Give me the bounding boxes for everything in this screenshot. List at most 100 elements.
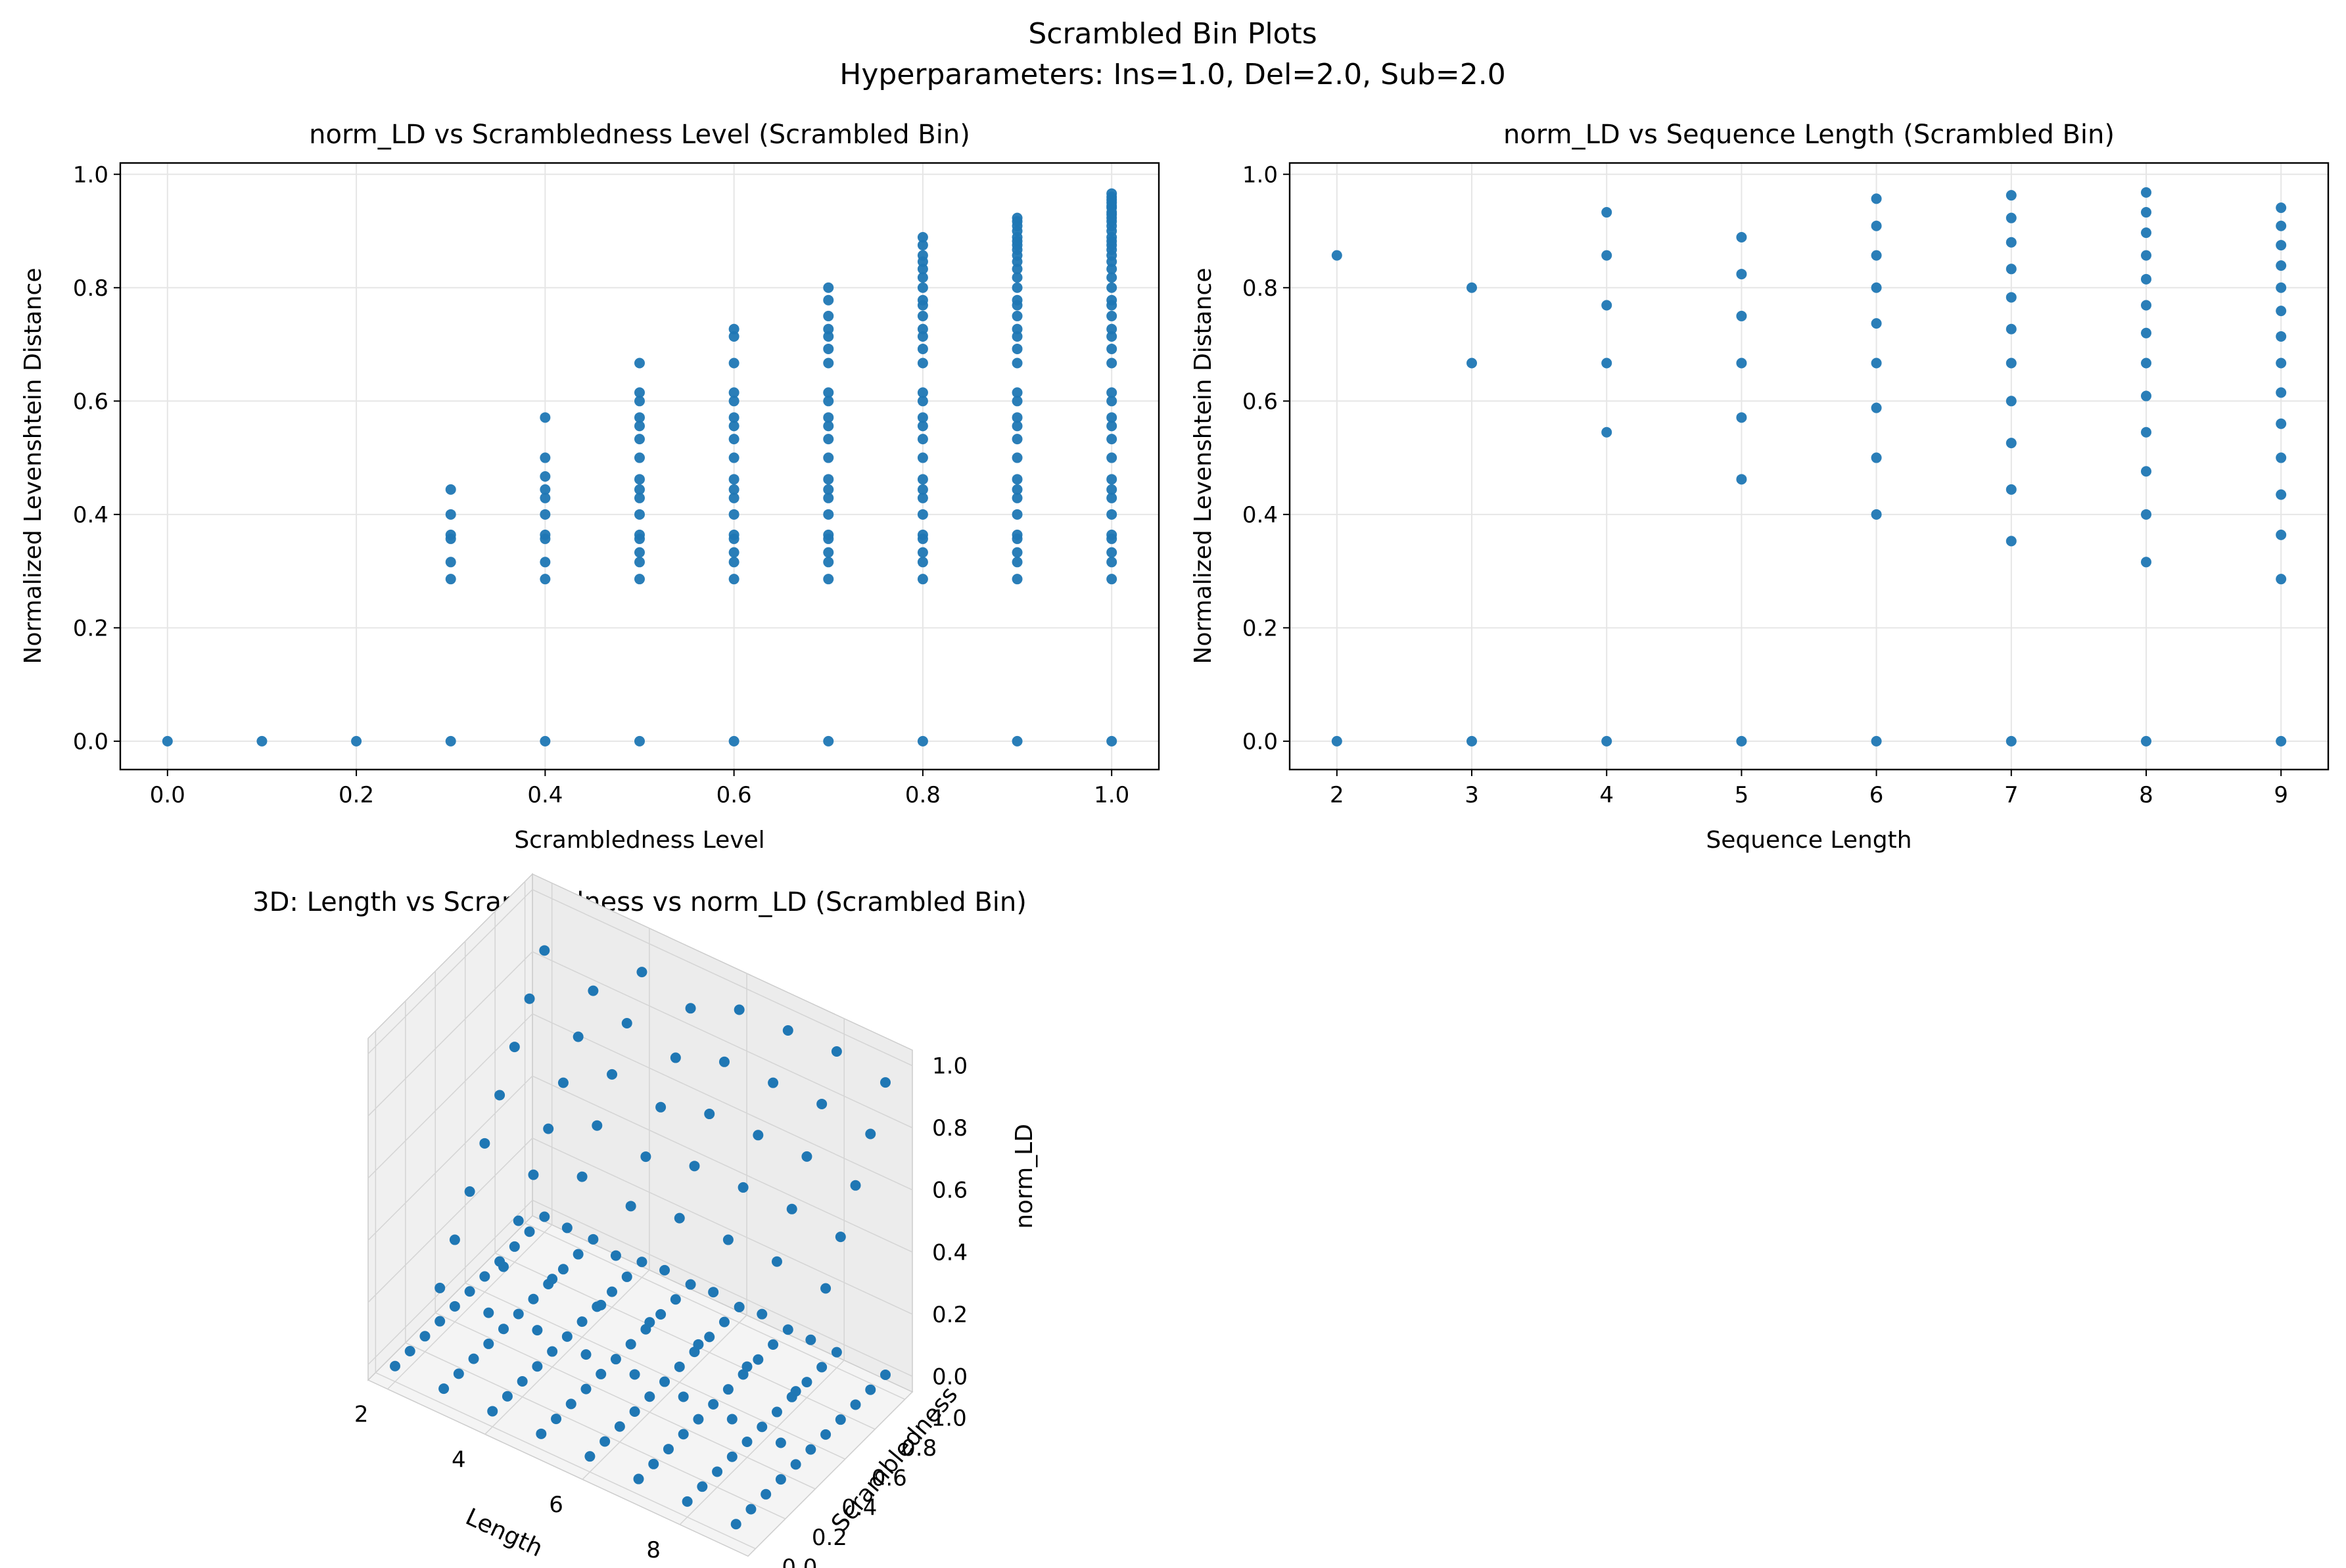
data-point bbox=[2276, 220, 2287, 231]
data-point bbox=[2276, 357, 2287, 369]
data-point-3d bbox=[805, 1444, 816, 1455]
data-point-3d bbox=[722, 1234, 734, 1245]
data-point bbox=[823, 294, 834, 306]
data-point-3d bbox=[741, 1436, 753, 1447]
data-point bbox=[1106, 529, 1117, 540]
data-point bbox=[728, 421, 739, 432]
data-point bbox=[634, 574, 645, 585]
data-point bbox=[823, 323, 834, 334]
x-tick-label-3d: 4 bbox=[452, 1446, 466, 1473]
data-point bbox=[2006, 536, 2017, 547]
panel3-axes-box bbox=[367, 873, 914, 1557]
grid-3d bbox=[387, 1224, 553, 1390]
data-point-3d bbox=[468, 1353, 479, 1364]
panel1-ylabel: Normalized Levenshtein Distance bbox=[20, 268, 47, 664]
data-point bbox=[634, 529, 645, 540]
data-point bbox=[823, 452, 834, 463]
data-point-3d bbox=[685, 1003, 696, 1014]
data-point-3d bbox=[663, 1444, 674, 1455]
x-tick-label: 0.6 bbox=[716, 782, 752, 808]
data-point bbox=[1012, 272, 1023, 283]
data-point-3d bbox=[689, 1161, 700, 1172]
data-point bbox=[917, 421, 928, 432]
x-tick-label: 9 bbox=[2274, 782, 2288, 808]
grid-3d bbox=[367, 1013, 533, 1179]
x-tick-label: 0.2 bbox=[339, 782, 374, 808]
data-point bbox=[2006, 212, 2017, 223]
data-point-3d bbox=[524, 993, 535, 1004]
panel1-xlabel: Scrambledness Level bbox=[514, 827, 764, 854]
data-point bbox=[2140, 735, 2151, 747]
data-point-3d bbox=[880, 1077, 891, 1088]
data-point-3d bbox=[636, 1257, 647, 1268]
panel3-title: 3D: Length vs Scrambledness vs norm_LD (… bbox=[252, 887, 1027, 917]
data-point bbox=[823, 412, 834, 423]
x-tick-label-3d: 6 bbox=[549, 1492, 563, 1518]
grid-3d bbox=[532, 1199, 913, 1377]
data-point-3d bbox=[644, 1317, 655, 1328]
data-point bbox=[823, 387, 834, 398]
data-point-3d bbox=[865, 1128, 876, 1140]
data-point-3d bbox=[573, 1031, 584, 1042]
x-tick-label-3d: 2 bbox=[354, 1402, 369, 1428]
data-point bbox=[1106, 396, 1117, 407]
data-point bbox=[2140, 466, 2151, 477]
data-point-3d bbox=[464, 1286, 475, 1297]
data-point bbox=[823, 282, 834, 293]
data-point bbox=[917, 574, 928, 585]
grid-3d bbox=[532, 888, 913, 1067]
data-point bbox=[634, 421, 645, 432]
data-point bbox=[823, 396, 834, 407]
data-point-3d bbox=[580, 1383, 592, 1395]
data-point bbox=[2006, 190, 2017, 201]
data-point bbox=[256, 735, 268, 747]
data-point-3d bbox=[502, 1391, 513, 1402]
x-tick-label: 0.4 bbox=[527, 782, 563, 808]
data-point bbox=[2276, 202, 2287, 214]
data-point bbox=[2276, 306, 2287, 317]
data-point-3d bbox=[801, 1377, 812, 1388]
z-tick-label-3d: 0.6 bbox=[932, 1178, 968, 1204]
data-point-3d bbox=[483, 1338, 494, 1349]
data-point bbox=[1736, 357, 1747, 369]
data-point bbox=[634, 387, 645, 398]
data-point-3d bbox=[782, 1025, 793, 1036]
data-point bbox=[1012, 294, 1023, 306]
data-point bbox=[540, 452, 551, 463]
data-point-3d bbox=[775, 1474, 786, 1485]
data-point-3d bbox=[449, 1301, 460, 1312]
data-point bbox=[1106, 357, 1117, 369]
panel3-xlabel: Length bbox=[461, 1504, 547, 1563]
data-point-3d bbox=[513, 1215, 524, 1226]
data-point bbox=[2276, 452, 2287, 463]
data-point-3d bbox=[498, 1261, 509, 1272]
grid-3d bbox=[367, 951, 533, 1117]
data-point-3d bbox=[734, 1301, 745, 1312]
y-tick-label: 0.8 bbox=[1242, 275, 1278, 302]
data-point bbox=[1601, 735, 1612, 747]
data-point bbox=[823, 421, 834, 432]
data-point bbox=[823, 331, 834, 342]
data-point bbox=[917, 264, 928, 275]
data-point bbox=[917, 529, 928, 540]
data-point bbox=[1871, 509, 1882, 520]
data-point-3d bbox=[644, 1391, 655, 1402]
data-point-3d bbox=[557, 1264, 569, 1275]
data-point-3d bbox=[722, 1384, 734, 1395]
data-point-3d bbox=[757, 1308, 768, 1320]
data-point bbox=[823, 357, 834, 369]
data-point-3d bbox=[479, 1138, 490, 1149]
data-point-3d bbox=[775, 1437, 786, 1448]
data-point bbox=[823, 310, 834, 321]
panel2-ylabel: Normalized Levenshtein Distance bbox=[1190, 268, 1217, 664]
data-point-3d bbox=[712, 1466, 723, 1477]
data-point bbox=[1601, 300, 1612, 311]
data-point bbox=[823, 484, 834, 495]
data-point bbox=[1012, 474, 1023, 485]
data-point bbox=[728, 735, 739, 747]
data-point bbox=[1871, 220, 1882, 231]
grid-3d bbox=[405, 1342, 786, 1519]
data-point bbox=[2276, 489, 2287, 500]
data-point bbox=[540, 509, 551, 520]
data-point bbox=[1012, 547, 1023, 558]
